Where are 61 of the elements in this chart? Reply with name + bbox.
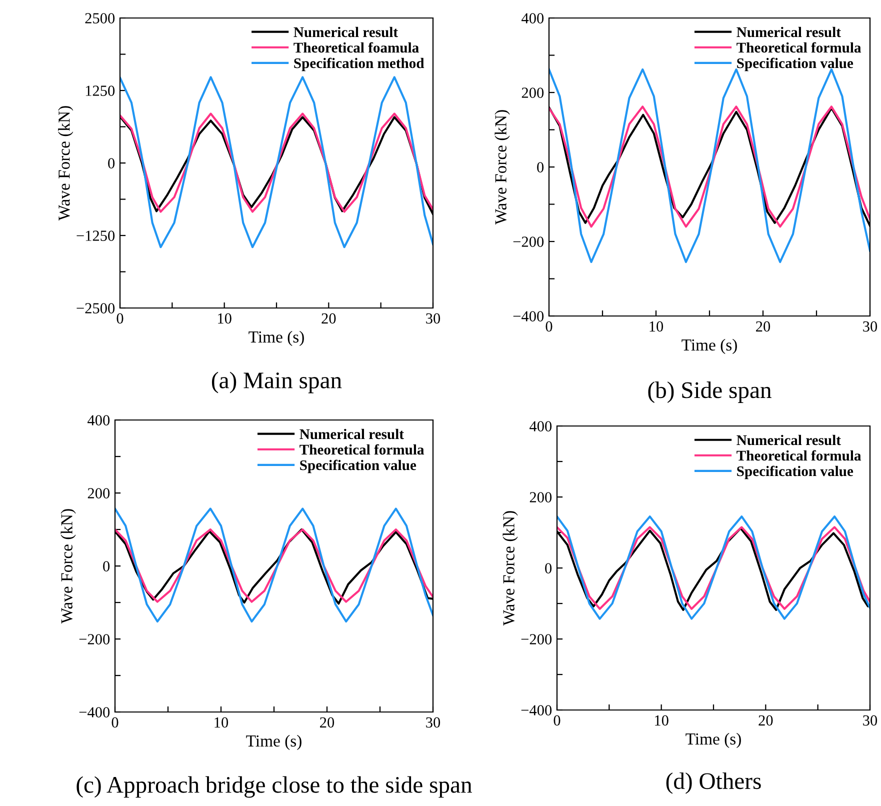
legend-label: Numerical result [294,26,398,38]
legend-label: Numerical result [736,26,841,38]
text: (d) Others [666,772,761,794]
y-tick-label: 0 [537,162,544,172]
x-tick-label: 10 [214,717,228,728]
y-tick-label: −200 [79,634,110,644]
x-axis-title: Time (s) [686,732,741,748]
legend-label: Specification method [294,58,424,72]
x-tick-label: 0 [116,313,124,324]
legend-label: Theoretical formula [736,450,862,461]
y-tick-label: 0 [103,561,110,572]
y-axis-title: Wave Force (kN) [60,509,76,624]
y-tick-label: −400 [521,705,552,716]
y-tick-label: −2500 [76,303,115,314]
y-tick-label: 400 [522,13,544,24]
text: (c) Approach bridge close to the side span [76,776,472,798]
y-tick-label: 0 [545,563,552,574]
y-tick-label: 200 [530,492,552,502]
line-series [115,508,433,623]
legend-label: Specification value [737,466,854,480]
y-tick-label: 200 [88,488,110,498]
text: (a) Main span [212,372,342,394]
x-tick-label: 10 [218,313,232,324]
legend-label: Numerical result [736,434,841,446]
y-tick-label: 400 [530,421,552,432]
y-axis-title: Wave Force (kN) [58,106,74,221]
x-axis-title: Time (s) [246,734,302,750]
legend-label: Theoretical foamula [294,42,419,53]
y-tick-label: −200 [521,634,552,644]
y-tick-label: 1250 [86,86,115,96]
legend-label: Specification value [300,460,416,474]
y-axis-title: Wave Force (kN) [502,511,518,626]
x-tick-label: 20 [322,313,336,324]
y-tick-label: 2500 [85,13,115,24]
x-axis-title: Time (s) [248,330,304,346]
x-tick-label: 20 [758,715,773,726]
x-tick-label: 20 [320,717,334,728]
x-tick-label: 30 [863,321,878,332]
y-tick-label: 400 [88,415,110,426]
x-tick-label: 30 [863,715,878,726]
y-tick-label: −400 [79,707,110,718]
x-tick-label: 30 [426,313,440,324]
legend-label: Theoretical formula [300,444,424,455]
line-series [120,76,433,248]
legend-label: Numerical result [300,428,404,440]
x-axis-title: Time (s) [682,338,737,354]
y-tick-label: 200 [522,88,544,98]
text: (b) Side span [648,382,772,403]
legend-label: Theoretical formula [736,42,862,53]
y-axis-title: Wave Force (kN) [494,110,510,225]
y-tick-label: −400 [513,311,544,322]
x-tick-label: 10 [655,715,668,726]
y-tick-label: −200 [513,236,544,247]
x-tick-label: 20 [756,321,770,332]
y-tick-label: −1250 [76,230,115,241]
x-tick-label: 30 [426,717,440,728]
x-tick-label: 0 [554,715,560,726]
line-series [557,515,870,620]
legend-label: Specification value [737,58,854,72]
x-tick-label: 10 [650,321,664,332]
y-tick-label: 0 [108,158,115,168]
